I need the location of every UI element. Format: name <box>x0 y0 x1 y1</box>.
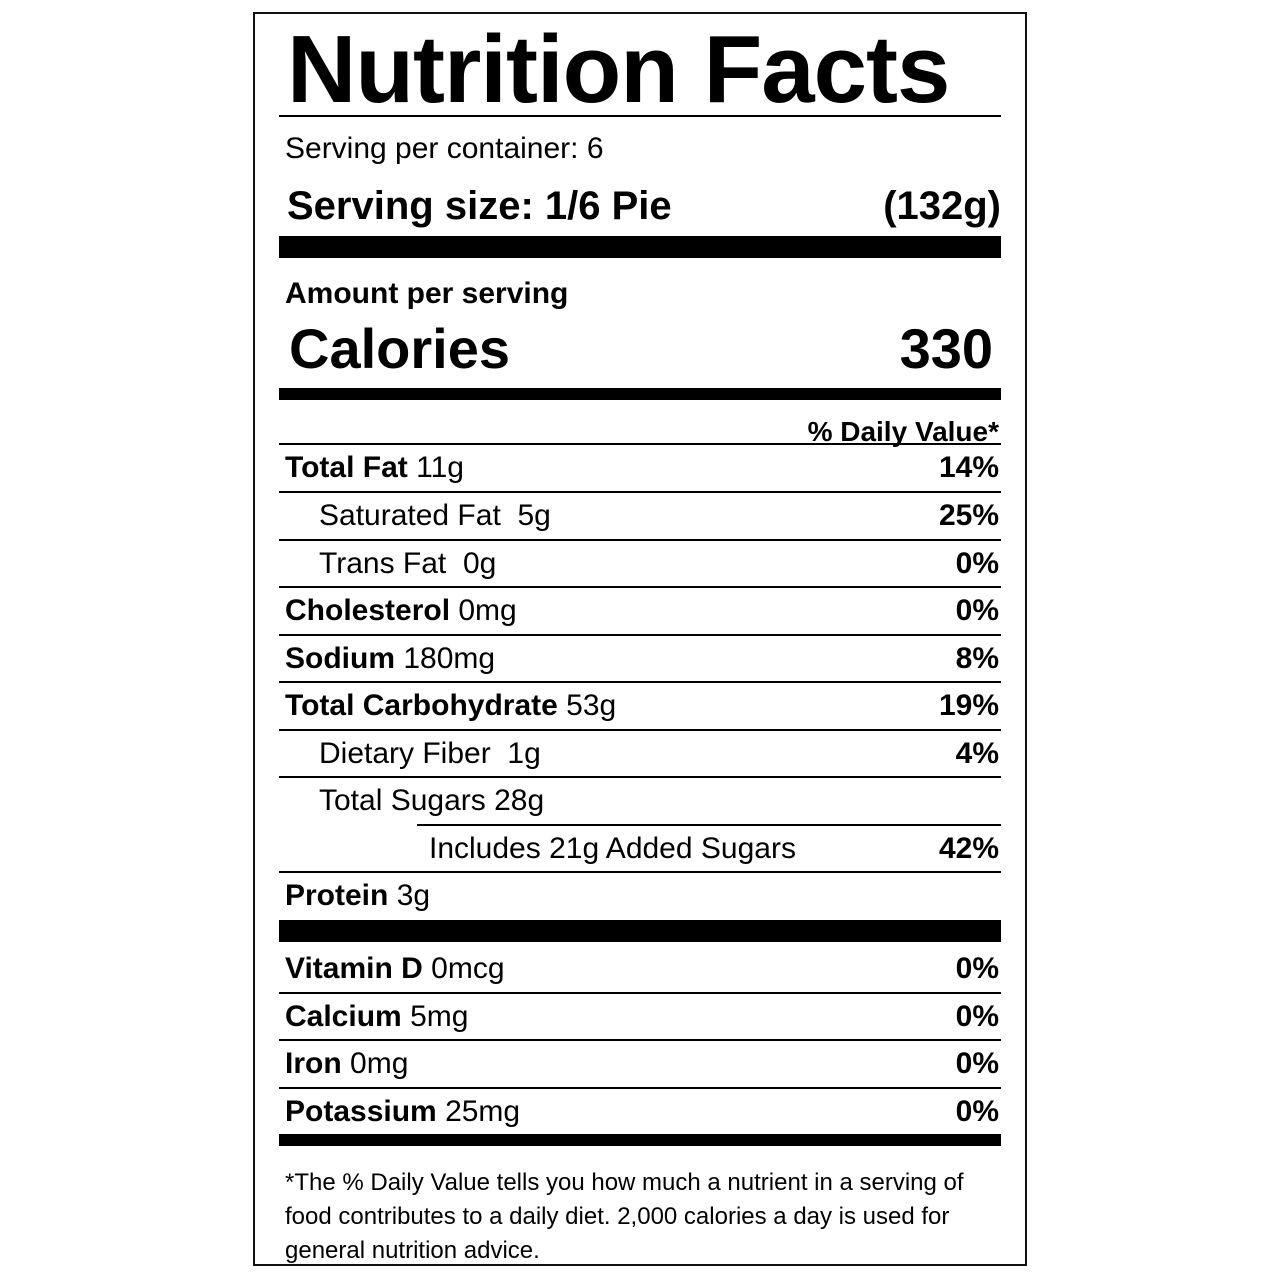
servings-per-container: Serving per container: 6 <box>285 132 604 165</box>
row-divider <box>279 871 1001 873</box>
nutrient-name: Dietary Fiber <box>319 737 491 770</box>
daily-value-header: % Daily Value* <box>807 416 999 447</box>
nutrient-name: Trans Fat <box>319 547 447 580</box>
nutrient-name: Total Sugars <box>319 784 486 817</box>
vitamin-amount: 25mg <box>445 1095 521 1128</box>
serving-size-weight: (132g) <box>883 184 1001 228</box>
vitamin-amount: 0mg <box>350 1047 409 1080</box>
nutrient-row-cholesterol: Cholesterol 0mg 0% <box>279 588 1001 634</box>
vitamin-row-calcium: Calcium 5mg 0% <box>279 994 1001 1040</box>
nutrient-amount: 53g <box>566 689 617 722</box>
nutrient-row-saturated-fat: Saturated Fat 5g 25% <box>279 493 1001 539</box>
thick-divider-protein <box>279 920 1001 942</box>
nutrient-row-dietary-fiber: Dietary Fiber 1g 4% <box>279 731 1001 777</box>
nutrient-dv: 19% <box>938 689 999 722</box>
nutrient-row-protein: Protein 3g <box>279 873 1001 919</box>
nutrient-row-added-sugars: Includes 21g Added Sugars 42% <box>279 826 1001 872</box>
row-divider <box>279 729 1001 731</box>
title-divider <box>279 115 1001 117</box>
nutrient-name: Sodium <box>285 642 395 675</box>
vitamin-name: Calcium <box>285 1000 402 1033</box>
nutrient-dv: 4% <box>955 737 999 770</box>
nutrient-amount: 3g <box>396 879 431 912</box>
nutrient-amount: 0mg <box>458 594 517 627</box>
row-divider <box>279 586 1001 588</box>
label-title: Nutrition Facts <box>287 16 950 123</box>
calories-row: Calories 330 <box>289 318 993 380</box>
nutrient-name: Includes 21g Added Sugars <box>429 832 796 865</box>
vitamin-dv: 0% <box>955 952 999 985</box>
nutrition-facts-label: Nutrition Facts Serving per container: 6… <box>253 12 1027 1266</box>
nutrient-name: Saturated Fat <box>319 499 501 532</box>
calories-value: 330 <box>899 317 993 380</box>
row-divider <box>279 1087 1001 1089</box>
nutrient-row-total-fat: Total Fat 11g 14% <box>279 445 1001 491</box>
nutrient-name: Total Carbohydrate <box>285 689 558 722</box>
vitamin-amount: 5mg <box>410 1000 469 1033</box>
vitamin-amount: 0mcg <box>431 952 505 985</box>
vitamin-dv: 0% <box>955 1000 999 1033</box>
vitamin-name: Iron <box>285 1047 342 1080</box>
vitamin-row-iron: Iron 0mg 0% <box>279 1041 1001 1087</box>
calories-label: Calories <box>289 317 510 380</box>
nutrient-row-total-sugars: Total Sugars 28g <box>279 778 1001 824</box>
row-divider <box>279 539 1001 541</box>
medium-divider-footnote <box>279 1134 1001 1146</box>
vitamin-name: Vitamin D <box>285 952 423 985</box>
thick-divider-serving <box>279 236 1001 258</box>
nutrient-dv: 25% <box>938 499 999 532</box>
row-divider-indented <box>417 824 1001 826</box>
row-divider <box>279 681 1001 683</box>
vitamin-dv: 0% <box>955 1047 999 1080</box>
nutrient-name: Cholesterol <box>285 594 451 627</box>
nutrient-amount: 0g <box>462 547 497 580</box>
row-divider <box>279 776 1001 778</box>
nutrient-row-total-carbohydrate: Total Carbohydrate 53g 19% <box>279 683 1001 729</box>
nutrient-amount: 5g <box>517 499 551 532</box>
nutrient-amount: 28g <box>494 784 545 817</box>
row-divider <box>279 1039 1001 1041</box>
amount-per-serving: Amount per serving <box>285 277 569 310</box>
nutrient-dv: 8% <box>955 642 999 675</box>
row-divider <box>279 634 1001 636</box>
nutrient-row-sodium: Sodium 180mg 8% <box>279 636 1001 682</box>
nutrient-dv: 42% <box>938 832 999 865</box>
nutrient-amount: 180mg <box>403 642 496 675</box>
nutrient-row-trans-fat: Trans Fat 0g 0% <box>279 541 1001 587</box>
serving-size-row: Serving size: 1/6 Pie (132g) <box>287 184 1001 229</box>
nutrient-name: Protein <box>285 879 389 912</box>
nutrient-dv: 14% <box>938 451 999 484</box>
nutrient-dv: 0% <box>955 547 999 580</box>
medium-divider-calories <box>279 388 1001 400</box>
row-divider <box>279 443 1001 445</box>
nutrient-dv: 0% <box>955 594 999 627</box>
vitamin-row-potassium: Potassium 25mg 0% <box>279 1089 1001 1135</box>
row-divider <box>279 992 1001 994</box>
nutrient-amount: 1g <box>507 737 541 770</box>
nutrient-amount: 11g <box>416 451 464 484</box>
vitamin-name: Potassium <box>285 1095 437 1128</box>
serving-size-label: Serving size: 1/6 Pie <box>287 184 672 228</box>
nutrient-name: Total Fat <box>285 451 408 484</box>
daily-value-footnote: *The % Daily Value tells you how much a … <box>285 1169 964 1264</box>
vitamin-dv: 0% <box>955 1095 999 1128</box>
row-divider <box>279 491 1001 493</box>
vitamin-row-vitamin-d: Vitamin D 0mcg 0% <box>279 946 1001 992</box>
